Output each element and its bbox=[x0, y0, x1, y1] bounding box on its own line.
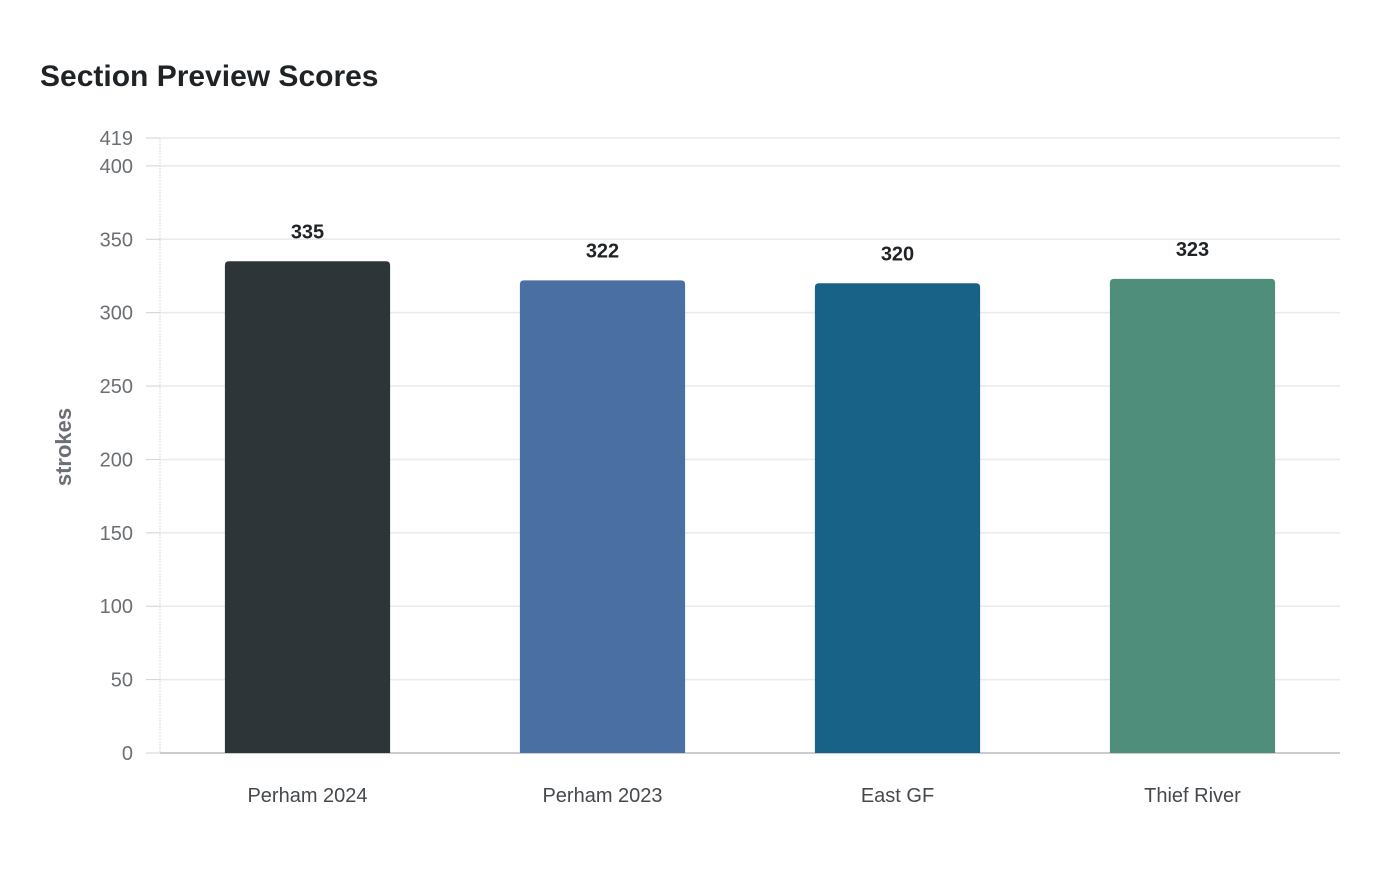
data-label: 335 bbox=[291, 221, 324, 243]
data-label: 323 bbox=[1176, 239, 1209, 261]
y-tick-label: 150 bbox=[100, 523, 133, 545]
y-tick-label: 350 bbox=[100, 229, 133, 251]
bar bbox=[224, 261, 391, 753]
x-tick-label: Thief River bbox=[1144, 785, 1241, 807]
bar bbox=[1109, 278, 1276, 753]
y-tick-label: 419 bbox=[100, 128, 133, 150]
y-tick-label: 400 bbox=[100, 156, 133, 178]
x-tick-label: East GF bbox=[861, 785, 934, 807]
data-label: 320 bbox=[881, 243, 914, 265]
bars bbox=[224, 261, 1276, 753]
bar bbox=[519, 280, 686, 753]
y-tick-label: 0 bbox=[122, 743, 133, 765]
bar bbox=[814, 283, 981, 753]
y-tick-label: 250 bbox=[100, 376, 133, 398]
y-axis-label: strokes bbox=[51, 408, 76, 486]
x-tick-label: Perham 2024 bbox=[247, 785, 367, 807]
data-label: 322 bbox=[586, 240, 619, 262]
y-tick-label: 100 bbox=[100, 596, 133, 618]
labels: 335 Perham 2024 322 Perham 2023 320 East GF 32… bbox=[247, 221, 1241, 807]
chart-title: Section Preview Scores bbox=[40, 60, 379, 93]
y-tick-label: 50 bbox=[111, 670, 133, 692]
y-tick-label: 200 bbox=[100, 449, 133, 471]
x-tick-label: Perham 2023 bbox=[542, 785, 662, 807]
y-tick-label: 300 bbox=[100, 303, 133, 325]
